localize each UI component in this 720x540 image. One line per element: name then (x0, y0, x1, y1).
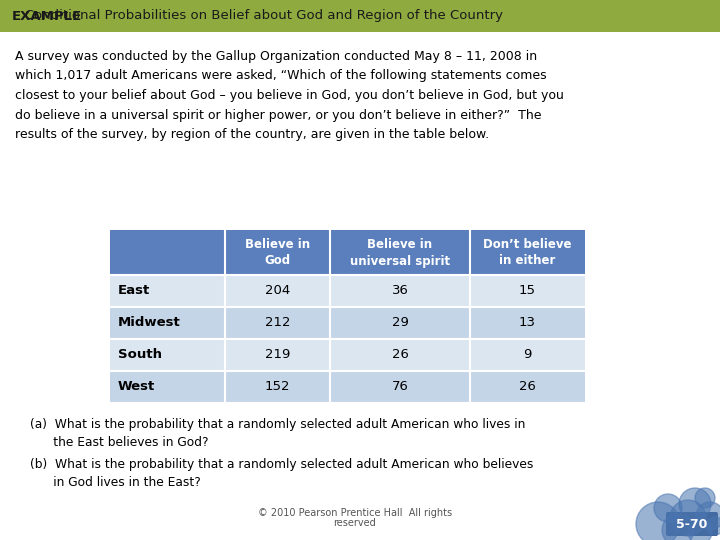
Bar (0, 0, 720, 32)
Text: 9: 9 (523, 348, 531, 361)
Text: 29: 29 (392, 316, 408, 329)
Text: Believe in
God: Believe in God (245, 238, 310, 267)
Text: 15: 15 (519, 285, 536, 298)
Text: reserved: reserved (333, 518, 377, 528)
FancyBboxPatch shape (666, 512, 718, 536)
Text: 26: 26 (519, 381, 536, 394)
Circle shape (706, 517, 720, 535)
Text: closest to your belief about God – you believe in God, you don’t believe in God,: closest to your belief about God – you b… (15, 89, 564, 102)
Text: 152: 152 (265, 381, 290, 394)
Text: 13: 13 (519, 316, 536, 329)
Text: 212: 212 (265, 316, 290, 329)
Circle shape (696, 502, 720, 530)
Circle shape (670, 500, 706, 536)
Text: Believe in
universal spirit: Believe in universal spirit (350, 238, 450, 267)
Text: the East believes in God?: the East believes in God? (30, 436, 209, 449)
Circle shape (695, 488, 715, 508)
Text: (a)  What is the probability that a randomly selected adult American who lives i: (a) What is the probability that a rando… (30, 418, 526, 431)
Text: 36: 36 (392, 285, 408, 298)
Text: which 1,017 adult Americans were asked, “Which of the following statements comes: which 1,017 adult Americans were asked, … (15, 70, 546, 83)
Bar (110, 307, 585, 339)
Bar (110, 371, 585, 403)
Bar (110, 339, 585, 371)
Circle shape (636, 502, 680, 540)
Text: results of the survey, by region of the country, are given in the table below.: results of the survey, by region of the … (15, 128, 489, 141)
Text: South: South (118, 348, 162, 361)
Text: 204: 204 (265, 285, 290, 298)
Text: Don’t believe
in either: Don’t believe in either (483, 238, 572, 267)
Text: (b)  What is the probability that a randomly selected adult American who believe: (b) What is the probability that a rando… (30, 458, 534, 471)
Text: 26: 26 (392, 348, 408, 361)
Text: West: West (118, 381, 156, 394)
Text: Midwest: Midwest (118, 316, 181, 329)
Circle shape (679, 488, 711, 520)
Bar (110, 230, 585, 275)
Text: 76: 76 (392, 381, 408, 394)
Text: 219: 219 (265, 348, 290, 361)
Text: 5-70: 5-70 (676, 517, 708, 530)
Text: in God lives in the East?: in God lives in the East? (30, 476, 201, 489)
Circle shape (662, 514, 694, 540)
Text: EXAMPLE: EXAMPLE (12, 10, 82, 23)
Text: Conditional Probabilities on Belief about God and Region of the Country: Conditional Probabilities on Belief abou… (12, 10, 503, 23)
Text: East: East (118, 285, 150, 298)
Circle shape (688, 520, 712, 540)
Text: © 2010 Pearson Prentice Hall  All rights: © 2010 Pearson Prentice Hall All rights (258, 508, 452, 518)
Text: A survey was conducted by the Gallup Organization conducted May 8 – 11, 2008 in: A survey was conducted by the Gallup Org… (15, 50, 537, 63)
Circle shape (654, 494, 682, 522)
Text: do believe in a universal spirit or higher power, or you don’t believe in either: do believe in a universal spirit or high… (15, 109, 541, 122)
Bar (110, 275, 585, 307)
